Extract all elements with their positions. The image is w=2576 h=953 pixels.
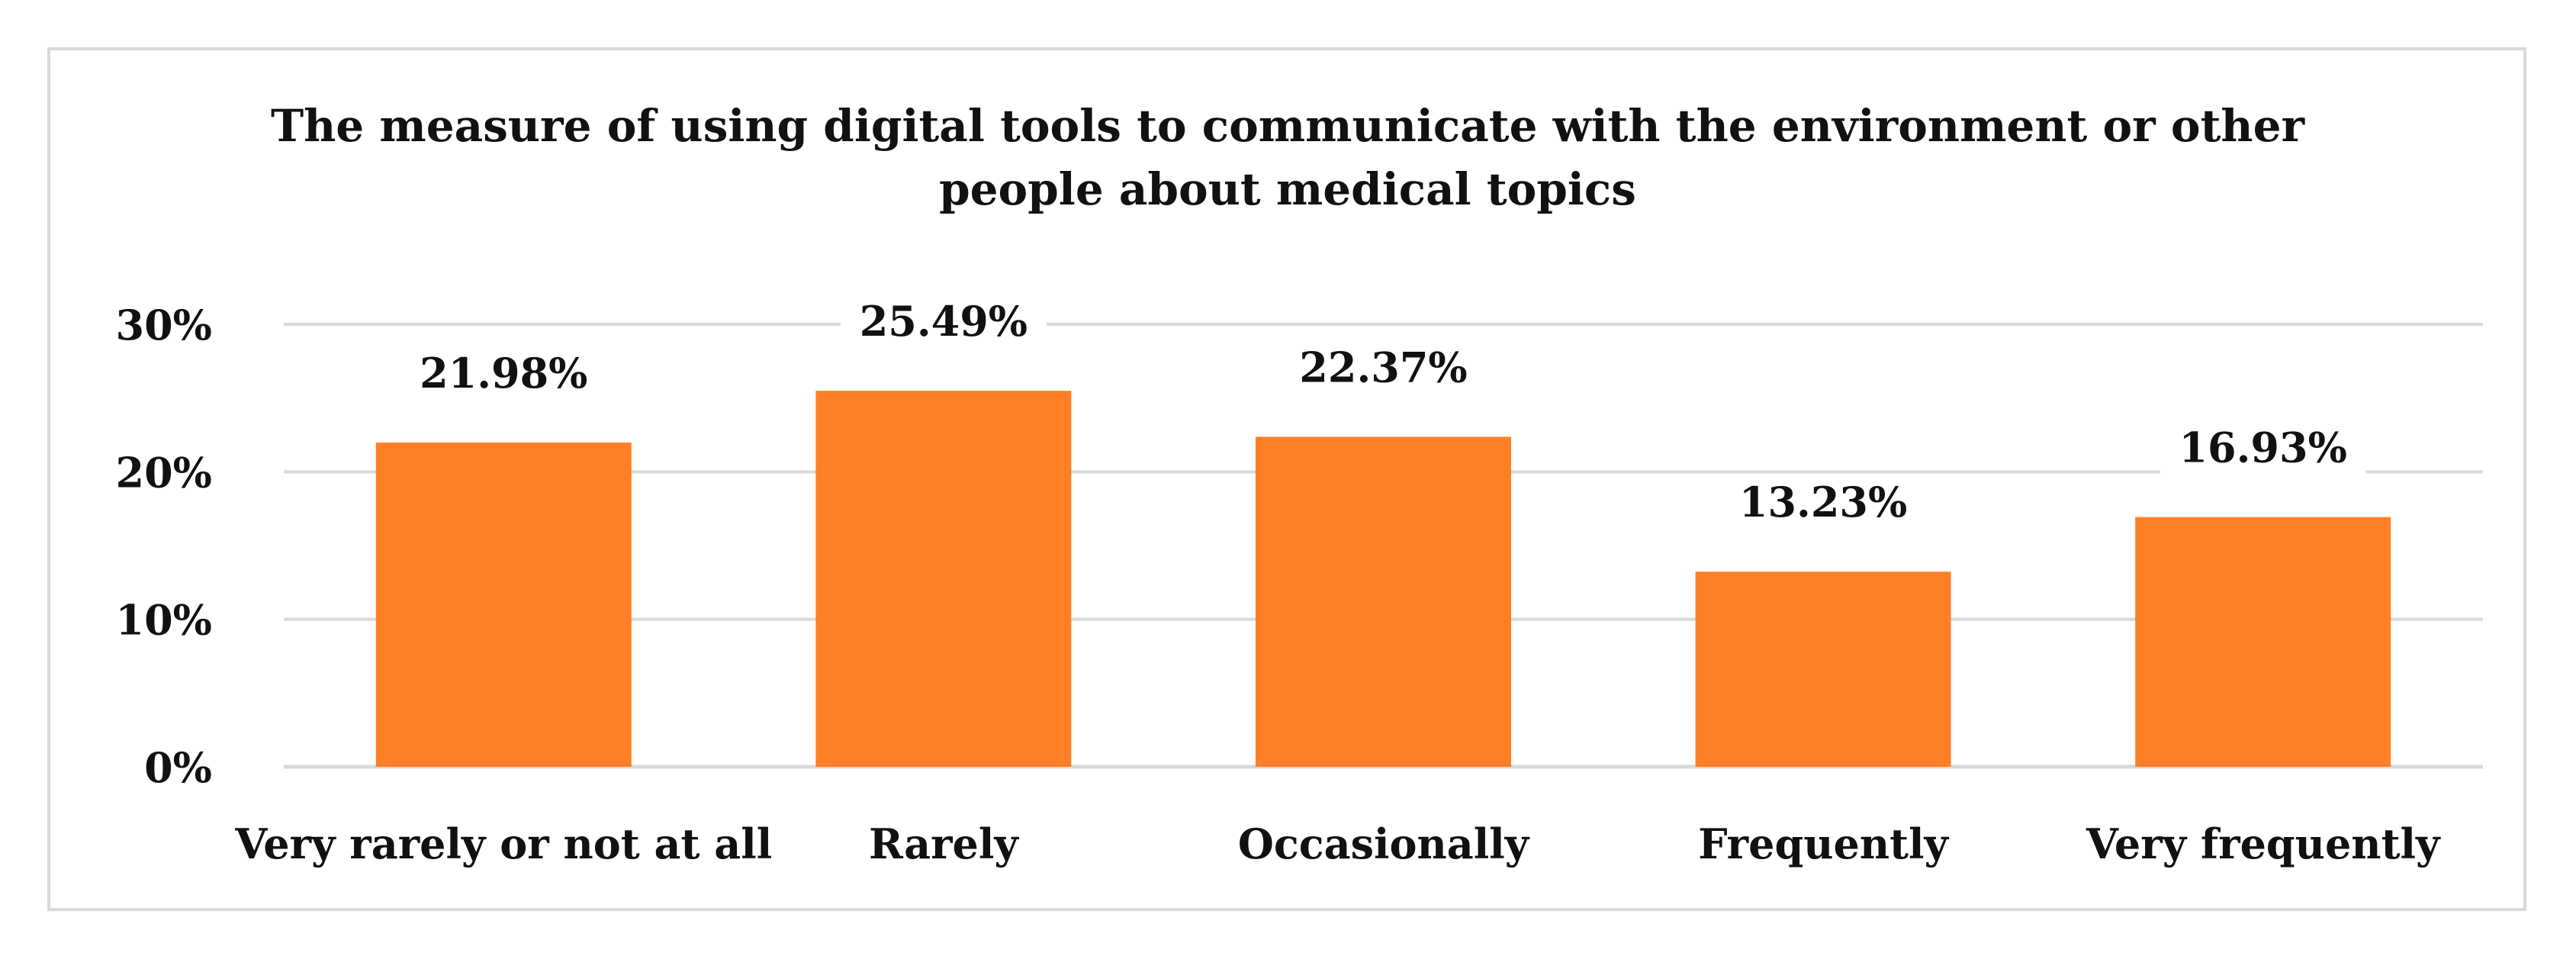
bar: [375, 443, 632, 767]
bar: [2135, 517, 2391, 767]
data-label: 16.93%: [2179, 423, 2346, 472]
bar: [1256, 436, 1511, 767]
y-tick-label: 30%: [116, 301, 212, 349]
category-label: Occasionally: [1238, 819, 1530, 868]
y-tick-label: 0%: [144, 743, 212, 792]
category-label: Very rarely or not at all: [234, 819, 772, 868]
chart-title-line-2: people about medical topics: [939, 163, 1636, 215]
data-label-background: [1280, 343, 1487, 396]
chart-title-line-1: The measure of using digital tools to co…: [271, 100, 2306, 152]
data-label: 22.37%: [1299, 343, 1467, 392]
y-tick-label: 20%: [116, 448, 212, 497]
bar: [815, 391, 1072, 767]
data-label: 25.49%: [860, 297, 1028, 346]
data-label-background: [840, 298, 1047, 350]
bars: [375, 391, 2391, 767]
data-label: 13.23%: [1739, 478, 1907, 526]
chart-title: The measure of using digital tools to co…: [271, 100, 2306, 215]
category-label: Rarely: [869, 819, 1019, 868]
category-label: Very frequently: [2086, 819, 2441, 868]
data-labels: 21.98% 25.49% 22.37% 13.23% 16.93%: [400, 297, 2366, 531]
y-tick-label: 10%: [116, 596, 212, 645]
x-axis-tick-labels: Very rarely or not at all Rarely Occasiona…: [234, 819, 2441, 868]
y-axis-tick-labels: 0% 10% 20% 30%: [116, 301, 212, 792]
data-label-background: [2160, 423, 2366, 476]
data-label-background: [400, 349, 607, 402]
data-label-background: [1720, 478, 1927, 531]
category-label: Frequently: [1698, 819, 1949, 868]
bar: [1695, 571, 1951, 767]
data-label: 21.98%: [420, 349, 587, 398]
